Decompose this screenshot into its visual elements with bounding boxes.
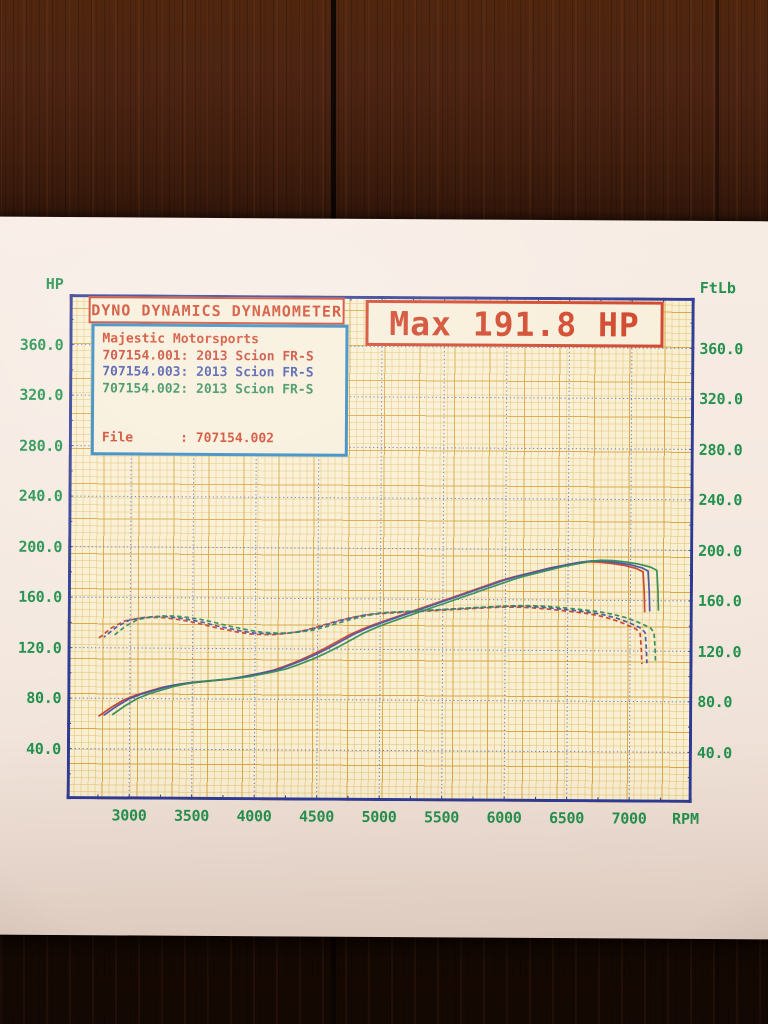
x-tick-4000: 4000 bbox=[236, 807, 272, 826]
dyno-title-text: DYNO DYNAMICS DYNAMOMETER bbox=[91, 300, 343, 321]
y-tick-right-160.0: 160.0 bbox=[697, 591, 742, 611]
x-tick-5500: 5500 bbox=[424, 808, 460, 827]
x-axis-title: RPM bbox=[671, 809, 700, 828]
gridline-h bbox=[68, 546, 694, 551]
legend-run-3: 707154.002: 2013 Scion FR-S bbox=[102, 380, 314, 398]
y-tick-left-40.0: 40.0 bbox=[25, 739, 62, 758]
gridline-h bbox=[69, 344, 695, 349]
max-hp-text: Max 191.8 HP bbox=[389, 303, 640, 345]
right-axis-title: FtLb bbox=[699, 278, 736, 298]
legend-file-line: File : 707154.002 bbox=[101, 429, 275, 446]
gridline-h bbox=[66, 748, 692, 753]
y-tick-right-360.0: 360.0 bbox=[699, 339, 744, 358]
gridline-h bbox=[68, 445, 694, 450]
legend-shop-name: Majestic Motorsports bbox=[102, 331, 260, 348]
dyno-curves-svg bbox=[66, 294, 695, 803]
y-tick-left-360.0: 360.0 bbox=[19, 335, 64, 354]
gridline-h bbox=[69, 394, 695, 400]
max-hp-badge: Max 191.8 HP bbox=[365, 299, 664, 348]
dyno-printout-paper: HP FtLb RPM 360.0 320.0 280.0 240.0 200.0 160… bbox=[0, 216, 768, 940]
legend-box: Majestic Motorsports 707154.001: 2013 Sc… bbox=[90, 323, 349, 457]
dyno-title-box: DYNO DYNAMICS DYNAMOMETER bbox=[88, 296, 345, 325]
gridline-h bbox=[67, 697, 693, 703]
gridline-h bbox=[67, 647, 693, 652]
legend-run-1: 707154.001: 2013 Scion FR-S bbox=[102, 347, 314, 365]
x-tick-5000: 5000 bbox=[361, 807, 397, 827]
y-tick-right-40.0: 40.0 bbox=[696, 743, 732, 762]
plot-area bbox=[66, 294, 695, 803]
plot-frame bbox=[66, 294, 695, 803]
y-tick-left-240.0: 240.0 bbox=[18, 486, 63, 506]
left-axis-title: HP bbox=[45, 274, 64, 294]
y-tick-left-200.0: 200.0 bbox=[18, 537, 63, 556]
y-tick-right-320.0: 320.0 bbox=[699, 389, 743, 409]
y-tick-left-80.0: 80.0 bbox=[26, 688, 62, 708]
torque-curve-707154.003 bbox=[103, 605, 648, 664]
y-tick-right-240.0: 240.0 bbox=[698, 490, 743, 510]
x-tick-6500: 6500 bbox=[549, 809, 585, 828]
y-tick-left-120.0: 120.0 bbox=[17, 638, 62, 657]
dyno-chart: HP FtLb RPM 360.0 320.0 280.0 240.0 200.0 160… bbox=[0, 217, 768, 940]
x-tick-3000: 3000 bbox=[111, 806, 147, 825]
y-tick-right-80.0: 80.0 bbox=[697, 692, 733, 712]
power-curve-707154.001 bbox=[97, 560, 646, 717]
y-tick-right-280.0: 280.0 bbox=[698, 440, 743, 459]
x-tick-3500: 3500 bbox=[174, 806, 210, 825]
y-tick-left-320.0: 320.0 bbox=[19, 385, 64, 405]
y-tick-left-160.0: 160.0 bbox=[18, 587, 62, 607]
x-tick-6000: 6000 bbox=[486, 808, 522, 827]
y-tick-right-200.0: 200.0 bbox=[698, 541, 742, 560]
power-curve-707154.002 bbox=[111, 559, 660, 716]
gridline-h bbox=[68, 495, 694, 501]
torque-curve-707154.002 bbox=[112, 604, 657, 663]
torque-curve-707154.001 bbox=[98, 606, 643, 665]
y-tick-left-280.0: 280.0 bbox=[19, 436, 63, 455]
gridline-h bbox=[67, 596, 693, 602]
y-tick-right-120.0: 120.0 bbox=[697, 642, 742, 661]
legend-run-2: 707154.003: 2013 Scion FR-S bbox=[102, 364, 314, 381]
x-tick-4500: 4500 bbox=[299, 807, 335, 826]
